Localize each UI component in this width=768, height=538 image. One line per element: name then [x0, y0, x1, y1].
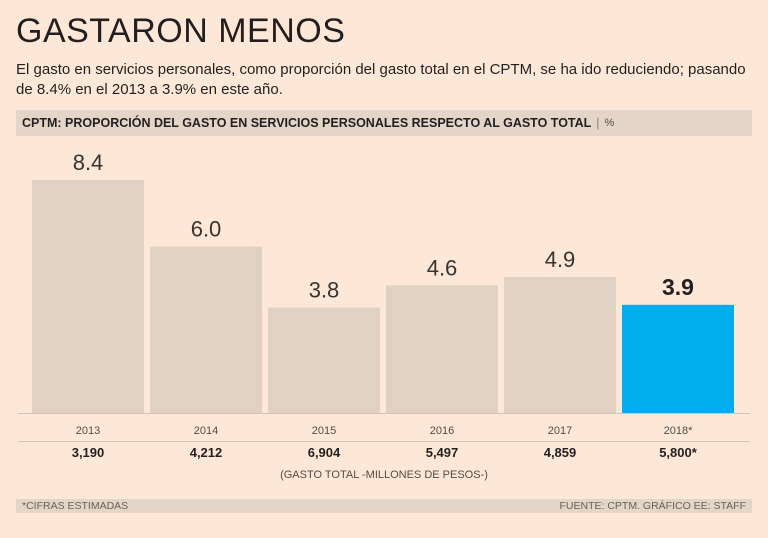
x-tick-label: 2018*: [664, 425, 693, 437]
x-tick-label: 2015: [312, 425, 336, 437]
footer-note: *CIFRAS ESTIMADAS: [22, 500, 129, 512]
x-tick-label: 2016: [430, 425, 454, 437]
x-tick-label: 2014: [194, 425, 218, 437]
bar-value-label: 3.9: [662, 274, 694, 300]
chart-header-bar: CPTM: PROPORCIÓN DEL GASTO EN SERVICIOS …: [16, 110, 752, 136]
chart-header-separator: |: [596, 116, 600, 130]
chart-header-label: CPTM: PROPORCIÓN DEL GASTO EN SERVICIOS …: [22, 116, 592, 130]
bar-2017: [504, 277, 616, 413]
bar-2018: [622, 304, 734, 413]
total-value-label: 5,800*: [659, 445, 698, 460]
chart-title: GASTARON MENOS: [16, 12, 346, 50]
total-value-label: 6,904: [308, 445, 341, 460]
footer-source: FUENTE: CPTM. GRÁFICO EE: STAFF: [559, 500, 746, 512]
x-tick-label: 2017: [548, 425, 572, 437]
total-value-label: 5,497: [426, 445, 459, 460]
chart-header-unit: %: [604, 117, 615, 129]
footer-bar: *CIFRAS ESTIMADAS FUENTE: CPTM. GRÁFICO …: [16, 499, 752, 513]
bar-2015: [268, 307, 380, 413]
bar-value-label: 4.6: [427, 255, 458, 280]
x-tick-label: 2013: [76, 425, 100, 437]
bar-2014: [150, 246, 262, 413]
totals-caption: (GASTO TOTAL -MILLONES DE PESOS-): [280, 469, 488, 481]
bar-2016: [386, 285, 498, 413]
bar-value-label: 6.0: [191, 217, 222, 242]
bar-value-label: 4.9: [545, 247, 576, 272]
bar-chart: 8.4 2013 3,190 6.0 2014 4,212 3.8 2015 6,904 4.6 2…: [18, 150, 750, 460]
bar-value-label: 8.4: [73, 150, 104, 175]
chart-subtitle: El gasto en servicios personales, como p…: [16, 61, 746, 98]
bar-value-label: 3.8: [309, 278, 340, 303]
total-value-label: 4,859: [544, 445, 577, 460]
total-value-label: 3,190: [72, 445, 105, 460]
total-value-label: 4,212: [190, 445, 223, 460]
bar-2013: [32, 180, 144, 413]
